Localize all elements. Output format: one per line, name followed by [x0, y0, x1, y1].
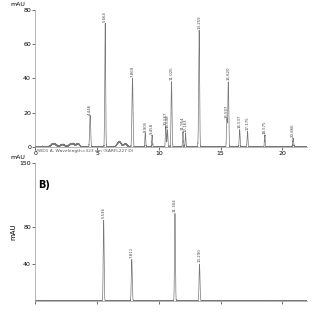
Text: 4.446: 4.446 — [88, 103, 92, 115]
Text: 13.290: 13.290 — [197, 249, 202, 262]
Text: 11.954: 11.954 — [181, 116, 185, 130]
Text: 5.536: 5.536 — [102, 208, 106, 219]
Text: 7.811: 7.811 — [130, 247, 134, 258]
Text: 16.537: 16.537 — [238, 115, 242, 128]
Text: 17.175: 17.175 — [245, 116, 250, 130]
Text: VWD1 A, Wavelength=323 nm (SARFL227 D): VWD1 A, Wavelength=323 nm (SARFL227 D) — [35, 149, 133, 153]
Text: mAU: mAU — [11, 2, 26, 7]
Text: 10.698: 10.698 — [165, 115, 170, 128]
Text: 11.025: 11.025 — [170, 67, 173, 80]
Text: 8.905: 8.905 — [143, 121, 147, 132]
Text: mAU: mAU — [11, 156, 26, 160]
Text: 9.458: 9.458 — [150, 122, 154, 133]
Text: 13.259: 13.259 — [197, 15, 201, 28]
Text: 18.575: 18.575 — [263, 120, 267, 133]
Text: 7.869: 7.869 — [131, 66, 134, 77]
Y-axis label: mAU: mAU — [11, 224, 17, 240]
Text: B): B) — [38, 180, 50, 190]
Text: 10.567: 10.567 — [164, 111, 168, 125]
Text: min: min — [295, 164, 307, 169]
Text: 5.664: 5.664 — [103, 11, 107, 22]
Text: 20.866: 20.866 — [291, 124, 295, 137]
Text: 12.163: 12.163 — [184, 118, 188, 132]
Text: 15.620: 15.620 — [226, 67, 230, 80]
Text: 11.304: 11.304 — [173, 198, 177, 212]
Text: 15.507: 15.507 — [225, 105, 229, 118]
